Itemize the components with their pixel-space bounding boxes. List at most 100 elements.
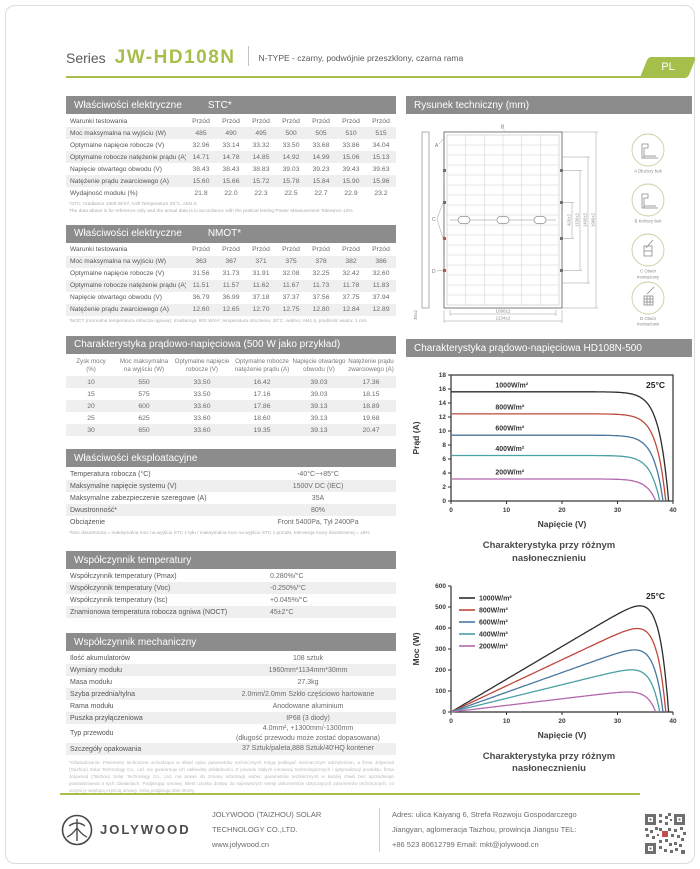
cell-value: 33.50 (282, 141, 300, 149)
svg-text:10: 10 (503, 718, 511, 725)
disclaimer-text: *Oświadczenie: Parametry techniczne wcho… (69, 760, 394, 793)
svg-text:10: 10 (439, 428, 447, 435)
svg-text:400W/m²: 400W/m² (495, 446, 524, 453)
table-row: Dwustronność* 80% (66, 504, 396, 517)
nmot-subtitle: NMOT* (207, 228, 242, 240)
row-label: Puszka przyłączeniowa (70, 714, 143, 722)
company-line: TECHNOLOGY CO.,LTD. (212, 825, 298, 834)
cell-value: 20 (87, 402, 95, 410)
row-label: Szyba przednia/tylna (70, 690, 135, 698)
svg-text:25°C: 25°C (646, 591, 665, 601)
cell-value: 15.06 (342, 153, 360, 161)
row-value: 2.0mm/2.0mm Szkło częściowo hartowane (241, 690, 375, 698)
cell-value: 39.13 (310, 402, 328, 410)
table-row: Wydajność modułu (%) 21.8 22.0 22.3 22.5 22.7… (66, 187, 396, 199)
row-value: 0.280%/°C (270, 572, 304, 580)
dim-thickness: 30±2 (413, 310, 418, 320)
table-row: Optymalne robocze natężenie prądu (A) 11.… (66, 279, 396, 292)
cell-value: 11.67 (282, 282, 300, 290)
cell-value: 39.03 (310, 378, 328, 386)
cell-value: 11.73 (312, 282, 330, 290)
cell-value: 22.0 (224, 189, 238, 197)
row-value: Front 5400Pa, Tył 2400Pa (277, 518, 359, 526)
row-value: 37 Sztuk/paleta,888 Sztuk/40'HQ kontener (241, 745, 375, 753)
svg-text:4: 4 (442, 470, 446, 477)
section-operating: Właściwości eksploatacyjne Temperatura r… (66, 449, 396, 538)
cell-value: 33.86 (342, 141, 360, 149)
content-columns: Właściwości elektryczne STC* Warunki tes… (66, 96, 692, 795)
detail-caption-c-1: C Otwór (640, 269, 657, 274)
svg-text:100: 100 (435, 688, 446, 695)
row-label: Dwustronność* (70, 506, 118, 514)
cell-value: 12.75 (282, 306, 300, 314)
row-label: Optymalne robocze natężenie prądu (A) (70, 282, 186, 290)
dim-1090: 1090±2 (496, 309, 511, 314)
table-row: Natężenie prądu zwarciowego (A) 15.60 15.6… (66, 175, 396, 187)
row-value: IP68 (3 diody) (286, 714, 330, 722)
cell-value: Przód (342, 246, 360, 254)
cell-value: 375 (285, 258, 297, 266)
detail-caption-c-2: montażowy (637, 275, 660, 280)
cell-value: 650 (138, 426, 150, 434)
svg-text:Napięcie (V): Napięcie (V) (538, 519, 587, 529)
cell-value: Przód (192, 117, 210, 125)
table-row: Szyba przednia/tylna 2.0mm/2.0mm Szkło cz… (66, 688, 396, 701)
qr-code (643, 812, 687, 861)
cell-value: 371 (255, 258, 267, 266)
table-row: Maksymalne napięcie systemu (V) 1500V DC … (66, 480, 396, 493)
cell-value: 37.75 (342, 294, 360, 302)
cell-value: 33.50 (193, 390, 211, 398)
operating-title: Właściwości eksploatacyjne (74, 452, 198, 464)
cell-value: Przód (312, 117, 330, 125)
table-row: Optymalne robocze natężenie prądu (A) 14.… (66, 151, 396, 163)
nmot-title: Właściwości elektryczne (74, 228, 182, 240)
section-nmot: Właściwości elektryczne NMOT* Warunki te… (66, 224, 396, 326)
cell-value: 38.43 (192, 165, 210, 173)
table-row: Temperatura robocza (°C) -40°C~+85°C (66, 468, 396, 480)
table-header-row: Zysk mocy (%) Moc maksymalna na wyjściu (… (66, 354, 396, 377)
language-badge-label: PL (661, 61, 675, 73)
cell-value: 15.90 (342, 177, 360, 185)
cell-value: 15.96 (372, 177, 390, 185)
row-label: Współczynnik temperatury (Isc) (70, 596, 168, 604)
nmot-table: Warunki testowania Przód Przód Przód Przód Pr… (66, 244, 396, 316)
detail-caption-d-2: montażowy (637, 322, 660, 327)
dim-1400: 1400±2 (583, 212, 588, 227)
cell-value: 33.60 (193, 402, 211, 410)
cell-value: 15 (87, 390, 95, 398)
table-row: Napięcie otwartego obwodu (V) 38.43 38.43 3… (66, 163, 396, 175)
row-label: Maksymalne zabezpieczenie szeregowe (A) (70, 494, 207, 502)
pv-chart-caption: Charakterystyka przy różnym nasłonecznie… (482, 750, 616, 775)
address-line: Adres: ulica Kaiyang 6, Strefa Rozwoju G… (392, 810, 577, 819)
cell-value: 23.2 (374, 189, 388, 197)
cell-value: 15.72 (252, 177, 270, 185)
cell-value: 500 (285, 129, 297, 137)
cell-value: Przód (372, 117, 390, 125)
cell-value: 39.13 (310, 414, 328, 422)
svg-text:0: 0 (449, 507, 453, 514)
svg-text:Moc (W): Moc (W) (411, 632, 421, 665)
row-label: Współczynnik temperatury (Voc) (70, 584, 171, 592)
cell-value: 12.70 (252, 306, 270, 314)
cell-value: 17.36 (362, 378, 380, 386)
column-header: Optymalne napięcie robocze (V) (174, 357, 230, 373)
cell-value: 19.35 (253, 426, 271, 434)
cell-value: 11.83 (372, 282, 390, 290)
row-value: 27.3kg (297, 678, 319, 686)
svg-text:400: 400 (435, 625, 446, 632)
row-value: -0.250%/°C (270, 584, 306, 592)
svg-text:800W/m²: 800W/m² (495, 404, 524, 411)
cell-value: 33.68 (312, 141, 330, 149)
dim-400: 400±2 (567, 214, 572, 226)
row-value: Anodowane aluminium (272, 702, 344, 710)
stc-subtitle: STC* (207, 99, 232, 111)
table-row: Ilość akumulatorów 108 sztuk (66, 652, 396, 664)
svg-text:300: 300 (435, 646, 446, 653)
nmot-footnote: *NOCT (normalna temperatura robocza ogni… (69, 318, 367, 324)
row-label: Maksymalne napięcie systemu (V) (70, 482, 177, 490)
cell-value: 32.08 (282, 270, 300, 278)
svg-text:40: 40 (669, 718, 677, 725)
cell-value: 15.66 (222, 177, 240, 185)
cell-value: 31.73 (222, 270, 240, 278)
company-website[interactable]: www.jolywood.cn (212, 840, 270, 849)
